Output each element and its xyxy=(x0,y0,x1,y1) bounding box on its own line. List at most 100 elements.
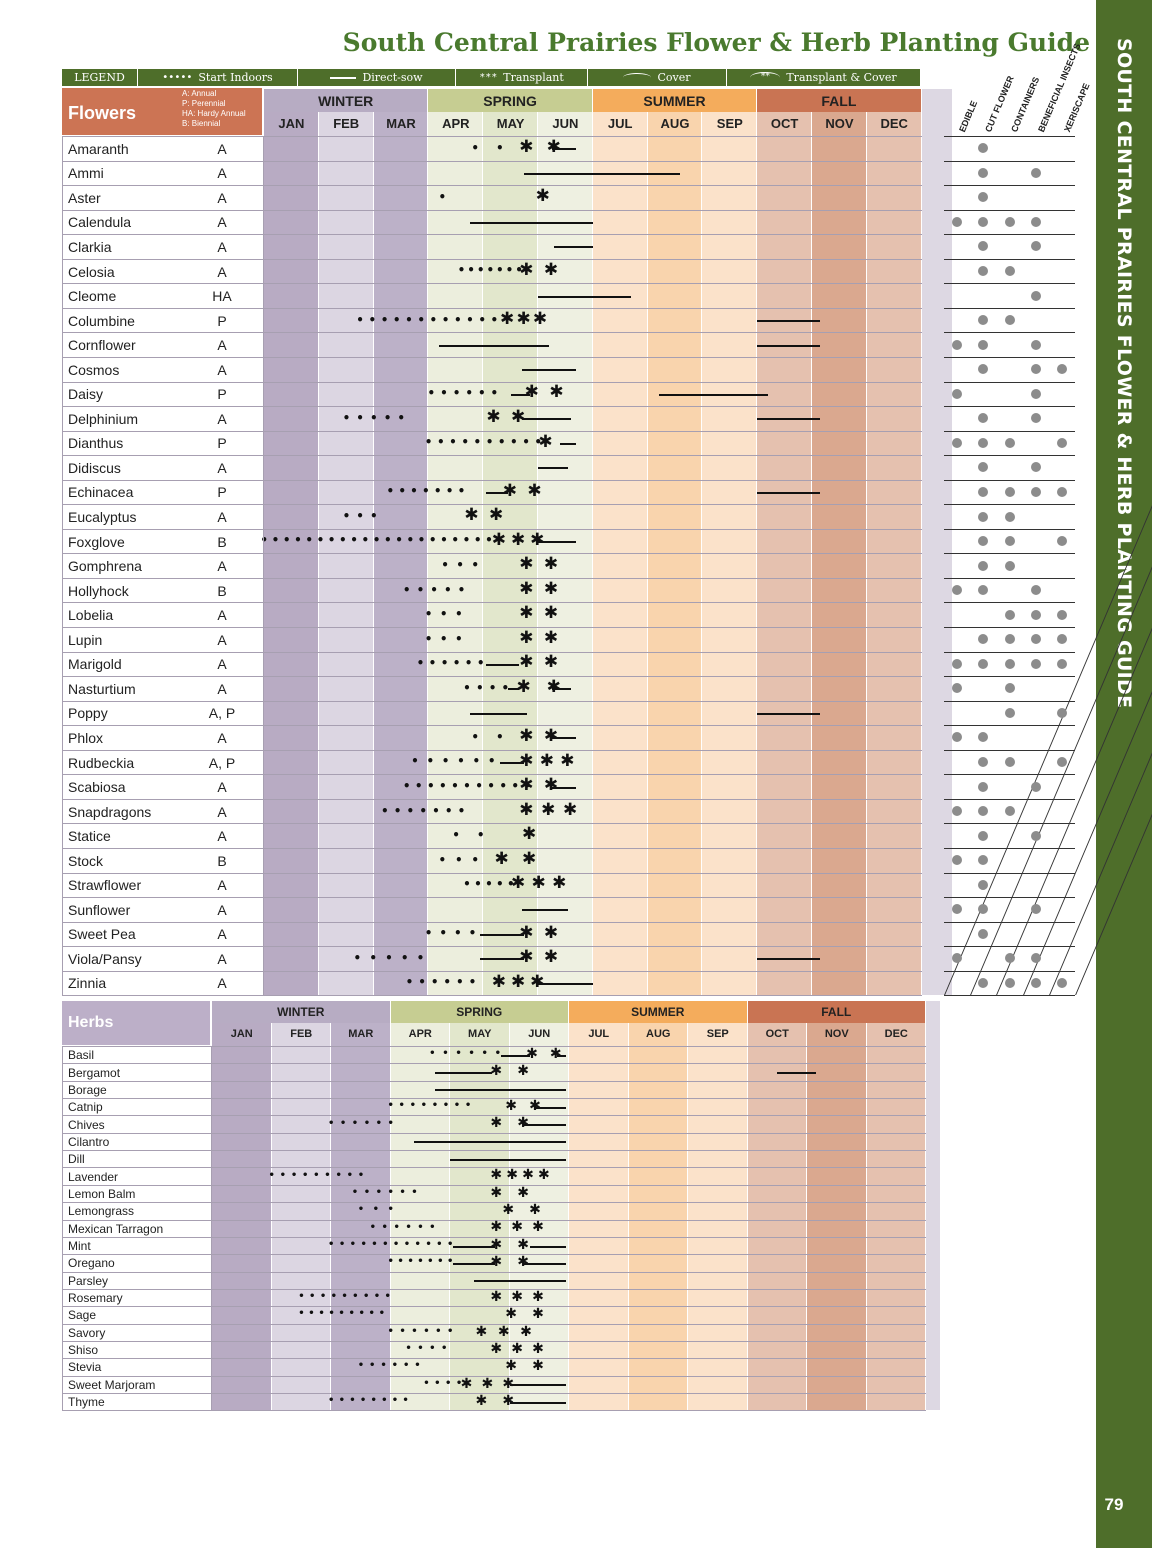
start-indoors-dot: • xyxy=(411,754,419,769)
direct-sow-bar xyxy=(439,344,549,347)
start-indoors-dot: • xyxy=(407,1256,414,1268)
start-indoors-dot: • xyxy=(455,1377,463,1389)
transplant-asterisk: ✱ xyxy=(538,1167,550,1184)
direct-sow-bar xyxy=(499,762,525,765)
grid-border xyxy=(211,1046,212,1411)
start-indoors-dot: • xyxy=(487,754,496,769)
use-dot xyxy=(952,904,963,915)
start-indoors-dot: • xyxy=(440,656,449,671)
transplant-asterisk: ✱ xyxy=(502,1392,515,1409)
start-indoors-dot: • xyxy=(356,312,364,327)
transplant-asterisk: ✱ xyxy=(497,1323,510,1340)
direct-sow-bar xyxy=(480,933,525,936)
transplant-asterisk: ✱ xyxy=(529,1202,541,1219)
start-indoors-dot: • xyxy=(436,1239,443,1251)
start-indoors-dot: • xyxy=(398,484,406,499)
flowers-category: A, P xyxy=(208,705,236,722)
start-indoors-dot: • xyxy=(402,1395,409,1407)
use-dot xyxy=(978,977,989,988)
start-indoors-dot: • xyxy=(452,828,460,843)
category-key: A: Annual P: Perennial HA: Hardy Annual B: … xyxy=(182,89,246,129)
legend-start-indoors: ••••• Start Indoors xyxy=(138,69,298,86)
month-column xyxy=(509,1023,569,1411)
row-divider xyxy=(62,185,922,187)
use-dot xyxy=(1030,339,1041,350)
start-indoors-dot: • xyxy=(452,656,461,671)
grid-tail xyxy=(926,1001,940,1411)
start-indoors-dot: • xyxy=(433,484,442,499)
flowers-name: Lupin xyxy=(68,631,103,648)
transplant-asterisk: ✱ xyxy=(549,382,564,403)
transplant-asterisk: ✱ xyxy=(543,259,559,280)
month-header: JUL xyxy=(607,116,633,131)
flowers-header-label: Flowers xyxy=(68,103,137,123)
direct-sow-bar xyxy=(452,1245,495,1248)
start-indoors-dot: • xyxy=(534,435,543,450)
flowers-name: Statice xyxy=(68,828,111,845)
use-row-divider xyxy=(944,847,1075,849)
start-indoors-dot: • xyxy=(475,778,483,793)
flowers-category: HA xyxy=(212,288,232,305)
transplant-asterisk: ✱ xyxy=(543,726,559,747)
use-dot xyxy=(1004,977,1015,988)
grid-border xyxy=(62,136,63,996)
transplant-asterisk: ✱ xyxy=(490,1167,503,1184)
start-indoors-dot: • xyxy=(327,533,336,548)
use-dot xyxy=(1004,511,1015,522)
use-dot xyxy=(978,511,989,522)
transplant-asterisk: ✱ xyxy=(494,848,509,869)
start-indoors-dot: • xyxy=(522,435,530,450)
start-indoors-dot: • xyxy=(279,1169,287,1181)
direct-sow-bar xyxy=(757,491,821,494)
use-dot xyxy=(952,437,963,448)
start-indoors-dot: • xyxy=(523,778,532,793)
use-row-divider xyxy=(944,676,1075,678)
start-indoors-dot: • xyxy=(400,950,409,965)
category-key-item: A: Annual xyxy=(182,89,217,98)
start-indoors-dot: • xyxy=(490,386,499,401)
transplant-asterisk: ✱ xyxy=(464,505,479,526)
start-indoors-dot: • xyxy=(319,1291,327,1303)
arc-asterisk-symbol: ** xyxy=(750,72,781,83)
transplant-asterisk: ✱ xyxy=(519,775,534,796)
side-banner-title: SOUTH CENTRAL PRAIRIES FLOWER & HERB PLA… xyxy=(1113,38,1135,709)
flowers-category: A xyxy=(217,165,227,182)
start-indoors-dot: • xyxy=(381,1221,388,1233)
transplant-asterisk: ✱ xyxy=(516,677,531,698)
start-indoors-dot: • xyxy=(424,435,433,450)
row-divider xyxy=(62,1306,926,1308)
row-divider xyxy=(62,725,922,727)
month-header: OCT xyxy=(765,1028,789,1040)
direct-sow-bar xyxy=(757,320,821,323)
start-indoors-dot: • xyxy=(406,803,415,818)
start-indoors-dot: • xyxy=(507,877,515,892)
flowers-name: Hollyhock xyxy=(68,582,129,599)
start-indoors-dot: • xyxy=(454,926,462,941)
transplant-asterisk: ✱ xyxy=(475,1323,488,1340)
start-indoors-dot: • xyxy=(424,631,433,646)
start-indoors-dot: • xyxy=(434,1377,441,1389)
dots-symbol: ••••• xyxy=(162,72,193,83)
use-row-divider xyxy=(944,381,1075,383)
row-divider xyxy=(62,946,922,948)
use-row-divider xyxy=(944,185,1075,187)
start-indoors-dot: • xyxy=(346,1169,353,1181)
start-indoors-dot: • xyxy=(457,803,466,818)
start-indoors-dot: • xyxy=(432,803,440,818)
use-dot xyxy=(1056,437,1067,448)
start-indoors-dot: • xyxy=(342,508,351,523)
row-divider xyxy=(62,1080,926,1082)
start-indoors-dot: • xyxy=(363,1186,371,1198)
start-indoors-dot: • xyxy=(435,1325,442,1337)
herbs-name: Shiso xyxy=(68,1343,99,1358)
start-indoors-dot: • xyxy=(328,1395,335,1407)
start-indoors-dot: • xyxy=(356,508,364,523)
herbs-name: Sweet Marjoram xyxy=(68,1377,156,1392)
start-indoors-dot: • xyxy=(294,533,302,548)
row-divider xyxy=(62,1271,926,1273)
start-indoors-dot: • xyxy=(456,975,464,990)
use-dot xyxy=(1030,634,1041,645)
transplant-asterisk: ✱ xyxy=(543,578,559,599)
use-row-divider xyxy=(944,283,1075,285)
direct-sow-bar xyxy=(480,958,525,961)
